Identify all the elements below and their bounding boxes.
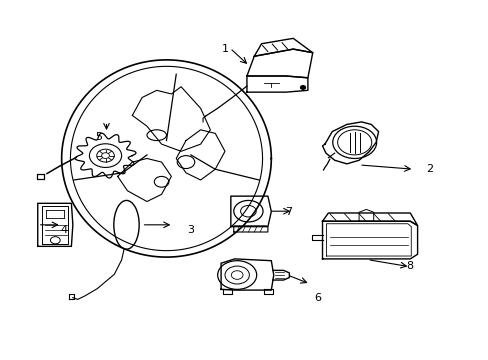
Text: 1: 1	[221, 44, 228, 54]
Text: 2: 2	[426, 164, 432, 174]
Text: 8: 8	[406, 261, 413, 271]
Text: 5: 5	[95, 132, 102, 142]
Text: 7: 7	[284, 207, 291, 217]
Text: 3: 3	[187, 225, 194, 235]
Text: 4: 4	[61, 225, 67, 235]
Text: 6: 6	[313, 293, 321, 303]
Circle shape	[300, 86, 305, 89]
